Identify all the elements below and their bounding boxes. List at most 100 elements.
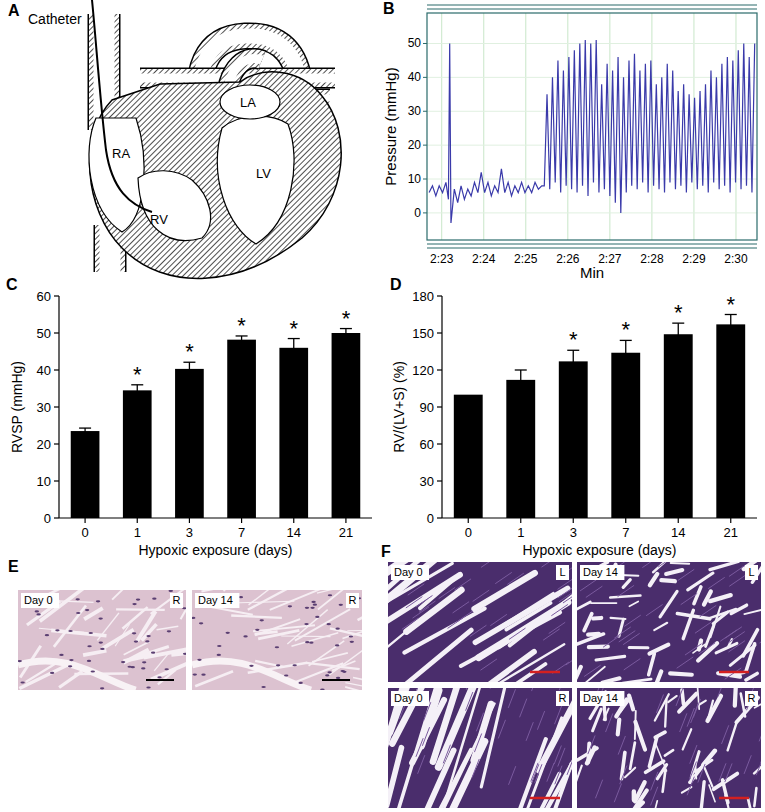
bar — [454, 395, 483, 518]
y-tick-label: 180 — [412, 289, 434, 304]
plot-data — [454, 315, 745, 519]
nucleus — [309, 642, 313, 644]
fiber-texture — [413, 607, 430, 618]
fiber-texture — [453, 602, 470, 613]
fiber-texture — [558, 587, 572, 598]
fiber-texture — [725, 763, 732, 782]
x-tick — [468, 518, 469, 523]
nucleus — [292, 664, 296, 666]
fiber-gap — [704, 591, 711, 604]
fiber-texture — [614, 784, 621, 803]
nucleus — [100, 687, 104, 689]
fiber-texture — [558, 748, 565, 767]
label-box — [556, 565, 569, 580]
x-tick-label: 2:25 — [514, 252, 538, 266]
x-tick — [678, 518, 679, 523]
fiber-texture — [481, 562, 498, 567]
fiber-texture — [656, 694, 663, 713]
label: LV — [256, 166, 271, 181]
frame-double — [427, 8, 757, 9]
day-label: Day 14 — [583, 692, 618, 704]
fiber-gap — [388, 748, 401, 806]
fiber-gap — [19, 663, 71, 689]
fiber-texture — [416, 595, 433, 606]
fiber-gap — [657, 765, 666, 779]
fiber-gap — [312, 653, 348, 662]
fiber-texture — [508, 689, 515, 708]
fiber-texture — [480, 659, 497, 670]
fiber-texture — [490, 614, 507, 625]
grid-line — [427, 212, 757, 213]
nucleus — [183, 653, 186, 655]
nucleus — [142, 661, 146, 663]
nucleus — [85, 609, 89, 611]
plot-data — [429, 40, 755, 223]
fiber-gap — [54, 606, 86, 647]
fiber-gap — [650, 574, 657, 585]
fiber-gap — [633, 803, 642, 808]
fiber-gap — [602, 678, 619, 682]
figure: ACatheterRARVLVLAB010203040502:232:242:2… — [0, 0, 765, 812]
fiber-gap — [665, 750, 673, 755]
nucleus — [313, 604, 317, 606]
nucleus — [134, 641, 138, 643]
region-label: L — [559, 566, 565, 578]
fiber-gap — [123, 607, 148, 629]
nucleus — [131, 666, 135, 668]
histology-panel: EDay 0RDay 14R — [8, 552, 401, 702]
y-tick — [54, 369, 59, 370]
pressure-trace — [429, 40, 755, 223]
panel-letter: C — [6, 276, 18, 293]
x-tick-label: 3 — [186, 525, 193, 540]
fiber-texture — [642, 562, 659, 568]
fiber-gap — [593, 616, 601, 621]
nucleus — [288, 605, 292, 607]
nucleus — [89, 632, 93, 634]
nucleus — [320, 688, 324, 690]
fiber-gap — [660, 591, 677, 617]
fiber-gap — [195, 671, 233, 686]
frame-double — [427, 4, 757, 5]
y-tick-label: 50 — [37, 326, 51, 341]
nucleus — [304, 623, 308, 625]
x-tick-label: 14 — [287, 525, 301, 540]
error-line — [678, 323, 679, 345]
fiber-texture — [620, 766, 627, 785]
fiber-texture — [532, 688, 539, 691]
fiber-texture — [466, 688, 473, 690]
fiber-gap — [388, 575, 460, 647]
x-tick-label: 1 — [134, 525, 141, 540]
significance-mark: * — [289, 316, 298, 341]
panel-letter: B — [383, 0, 395, 17]
fiber-texture — [586, 586, 603, 597]
y-tick-label: 20 — [408, 138, 422, 152]
y-tick — [54, 295, 59, 296]
nucleus — [45, 634, 49, 636]
fiber-gap — [649, 654, 655, 675]
fiber-gap — [629, 601, 638, 606]
bar — [71, 431, 100, 518]
x-tick — [345, 518, 346, 523]
scale-bar — [322, 679, 350, 681]
fiber-texture — [676, 688, 683, 706]
fiber-gap — [343, 625, 362, 639]
y-tick-label: 10 — [408, 172, 422, 186]
nucleus — [199, 622, 203, 624]
fiber-gap — [154, 652, 169, 671]
error-bar — [567, 350, 579, 372]
panel-letter: F — [381, 543, 391, 560]
x-tick — [293, 518, 294, 523]
nucleus — [276, 664, 280, 666]
fiber-gap — [577, 766, 582, 786]
fiber-texture — [473, 590, 490, 601]
frame-double — [427, 243, 757, 244]
panel-letter: E — [8, 558, 19, 575]
fiber-texture — [678, 569, 695, 580]
fiber-gap — [654, 623, 667, 630]
error-cap — [515, 369, 527, 370]
micrograph — [388, 562, 572, 682]
fiber-texture — [606, 713, 613, 732]
y-tick-label: 50 — [408, 36, 422, 50]
significance-mark: * — [133, 362, 142, 387]
fiber-texture — [559, 688, 566, 690]
